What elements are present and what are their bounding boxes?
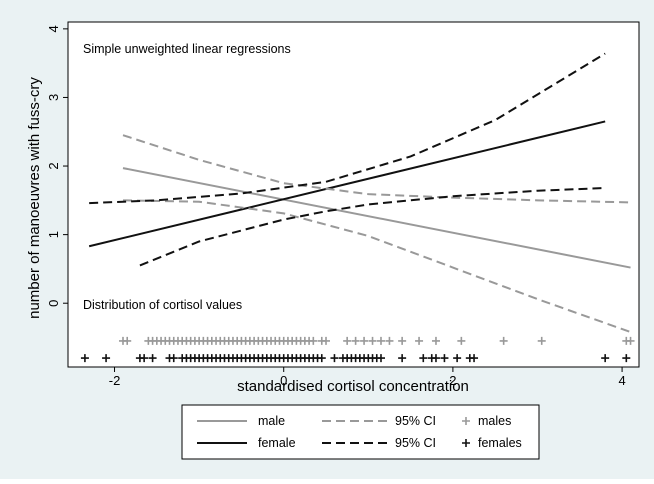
females-marker — [601, 354, 610, 363]
females-marker — [398, 354, 407, 363]
y-axis-label: number of manoeuvres with fuss-cry — [26, 77, 43, 319]
plot-area — [67, 21, 640, 368]
x-tick-label: -2 — [109, 373, 121, 388]
males-marker — [626, 336, 635, 345]
males-marker — [457, 336, 466, 345]
females-marker — [453, 354, 462, 363]
male-line — [122, 167, 631, 269]
females-marker — [140, 354, 149, 363]
males-marker — [322, 336, 331, 345]
legend-males-marker — [462, 417, 470, 425]
males-marker — [343, 336, 352, 345]
females-marker — [622, 354, 631, 363]
females-marker — [169, 354, 178, 363]
legend-female-ci-label: 95% CI — [395, 436, 436, 450]
x-axis-label: standardised cortisol concentration — [237, 378, 469, 395]
males-marker — [398, 336, 407, 345]
males-marker — [415, 336, 424, 345]
females-marker — [440, 354, 449, 363]
females-marker — [330, 354, 339, 363]
male-ci-line — [122, 199, 631, 333]
legend-females-label: females — [478, 436, 522, 450]
females-marker — [102, 354, 111, 363]
males-marker — [360, 336, 369, 345]
females-marker — [317, 354, 326, 363]
annotation-top: Simple unweighted linear regressions — [83, 42, 291, 56]
legend-box — [181, 404, 540, 460]
males-marker — [537, 336, 546, 345]
legend-females-marker — [462, 439, 470, 447]
series-layer — [88, 52, 631, 333]
x-tick-label: 2 — [449, 373, 456, 388]
males-marker — [368, 336, 377, 345]
y-tick-label: 0 — [46, 300, 61, 307]
rug-layer — [80, 336, 635, 363]
y-tick-label: 4 — [46, 25, 61, 32]
females-marker — [376, 354, 385, 363]
x-tick-label: 0 — [280, 373, 287, 388]
males-marker — [123, 336, 132, 345]
female-ci-line — [139, 186, 606, 267]
x-tick-label: 4 — [618, 373, 625, 388]
females-marker — [80, 354, 89, 363]
females-marker — [148, 354, 157, 363]
males-marker — [351, 336, 360, 345]
males-marker — [499, 336, 508, 345]
legend-male-ci-label: 95% CI — [395, 414, 436, 428]
legend-male-label: male — [258, 414, 285, 428]
legend-female-label: female — [258, 436, 296, 450]
females-marker — [419, 354, 428, 363]
y-tick-label: 3 — [46, 94, 61, 101]
females-marker — [431, 354, 440, 363]
legend: male 95% CI males female 95% CI females — [181, 404, 540, 460]
female-line — [88, 120, 606, 248]
males-marker — [385, 336, 394, 345]
males-marker — [309, 336, 318, 345]
females-marker — [470, 354, 479, 363]
axes-layer: -2 0 2 4 0 1 2 3 4 — [46, 25, 626, 388]
males-marker — [376, 336, 385, 345]
male-ci-line — [122, 134, 631, 204]
annotation-bottom: Distribution of cortisol values — [83, 298, 242, 312]
y-tick-label: 1 — [46, 231, 61, 238]
y-tick-label: 2 — [46, 162, 61, 169]
legend-males-label: males — [478, 414, 511, 428]
males-marker — [431, 336, 440, 345]
